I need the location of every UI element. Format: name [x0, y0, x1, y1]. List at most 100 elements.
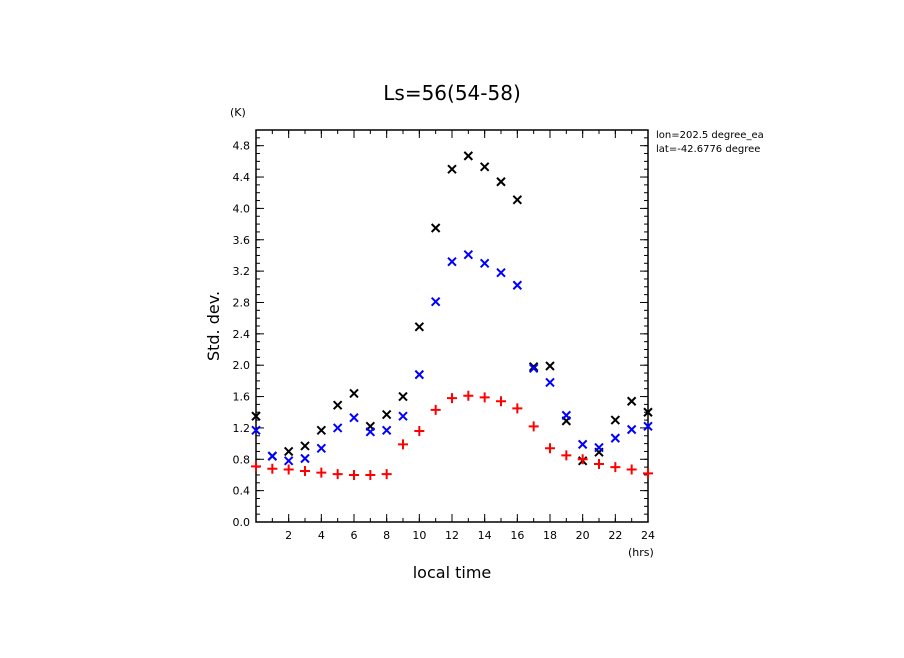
series-0-point — [528, 362, 539, 372]
series-0-point — [251, 411, 261, 421]
series-2-point — [300, 466, 310, 477]
series-2-point — [463, 390, 474, 401]
series-1-point — [447, 257, 457, 267]
series-0-point — [643, 407, 653, 417]
y-tick-label: 1.6 — [233, 391, 251, 404]
x-tick-label: 2 — [285, 529, 292, 542]
series-2-point — [381, 469, 392, 480]
axes: 2 4 6 8 10 12 14 16 18 20 22 240.00.40.81.21.62.02.… — [233, 129, 655, 542]
series-1-point — [267, 451, 278, 461]
series-1-point — [610, 433, 621, 443]
series-1-point — [430, 296, 441, 307]
series-0-point — [496, 177, 506, 187]
series-2-point — [349, 469, 359, 480]
series-1-point — [316, 443, 327, 454]
data-marks — [251, 151, 653, 480]
chart-title: Ls=56(54-58) — [383, 81, 521, 105]
series-0-point — [610, 415, 621, 425]
series-0-point — [463, 151, 474, 161]
x-tick-label: 24 — [641, 529, 655, 542]
series-2-point — [267, 463, 278, 474]
series-1-point — [594, 442, 604, 453]
series-0-point — [430, 223, 441, 233]
x-axis-label: local time — [413, 563, 492, 582]
series-1-point — [381, 425, 392, 435]
series-1-point — [626, 424, 637, 435]
y-tick-label: 0.8 — [233, 453, 251, 466]
series-2-point — [577, 454, 588, 465]
y-tick-label: 1.2 — [233, 422, 251, 435]
x-axis-unit: (hrs) — [628, 546, 654, 559]
series-1-point — [496, 267, 506, 278]
series-1-point — [398, 411, 408, 421]
series-2-point — [365, 469, 376, 480]
series-2-point — [414, 426, 425, 437]
series-2-point — [512, 403, 523, 414]
series-2-point — [479, 392, 490, 403]
series-2-point — [643, 468, 653, 479]
series-1-point — [414, 369, 425, 380]
series-0-point — [349, 388, 359, 399]
series-1-point — [463, 249, 474, 260]
plot-frame — [255, 129, 649, 523]
x-tick-label: 12 — [445, 529, 459, 542]
series-1-point — [643, 421, 653, 432]
y-tick-label: 3.2 — [233, 265, 251, 278]
y-tick-label: 0.0 — [233, 516, 251, 529]
series-1-point — [349, 413, 359, 423]
x-tick-label: 18 — [543, 529, 557, 542]
y-tick-label: 2.4 — [233, 328, 251, 341]
series-2-point — [283, 464, 294, 475]
x-tick-label: 8 — [383, 529, 390, 542]
series-1-point — [332, 423, 343, 433]
y-tick-label: 4.0 — [233, 202, 251, 215]
series-1-point — [577, 439, 588, 450]
y-tick-label: 0.4 — [233, 485, 251, 498]
series-0-point — [381, 409, 392, 420]
x-tick-label: 14 — [478, 529, 492, 542]
series-0-point — [283, 446, 294, 457]
series-2-point — [430, 404, 441, 415]
y-axis-label: Std. dev. — [204, 291, 223, 361]
series-2-point — [626, 464, 637, 475]
series-0-point — [479, 162, 490, 172]
series-2-point — [398, 439, 408, 450]
x-tick-label: 4 — [318, 529, 325, 542]
series-1-point — [300, 453, 310, 464]
y-axis-unit: (K) — [230, 106, 246, 119]
series-1-point — [365, 427, 376, 437]
series-1-point — [283, 456, 294, 466]
series-1-point — [561, 410, 572, 421]
series-0-point — [332, 400, 343, 410]
series-1-point — [528, 363, 539, 374]
series-2-point — [332, 469, 343, 480]
series-1-point — [251, 425, 261, 435]
series-2-point — [496, 396, 506, 407]
annotation-latitude: lat=-42.6776 degree — [656, 144, 760, 155]
series-2-point — [561, 450, 572, 461]
series-2-point — [251, 461, 261, 472]
x-tick-label: 16 — [510, 529, 524, 542]
series-0-point — [398, 391, 408, 402]
series-2-point — [528, 421, 539, 432]
series-2-point — [316, 467, 327, 478]
series-2-point — [610, 462, 621, 473]
series-0-point — [300, 441, 310, 451]
series-0-point — [545, 361, 555, 371]
annotation-longitude: lon=202.5 degree_ea — [656, 130, 764, 141]
x-tick-label: 10 — [412, 529, 426, 542]
x-tick-label: 22 — [608, 529, 622, 542]
series-2-point — [545, 443, 555, 454]
series-0-point — [512, 195, 523, 205]
y-tick-label: 4.4 — [233, 171, 251, 184]
y-tick-label: 2.8 — [233, 296, 251, 309]
y-tick-label: 4.8 — [233, 140, 251, 153]
x-tick-label: 6 — [351, 529, 358, 542]
series-0-point — [447, 164, 457, 174]
series-1-point — [512, 280, 523, 290]
y-tick-label: 3.6 — [233, 234, 251, 247]
series-2-point — [447, 393, 457, 404]
x-tick-label: 20 — [576, 529, 590, 542]
